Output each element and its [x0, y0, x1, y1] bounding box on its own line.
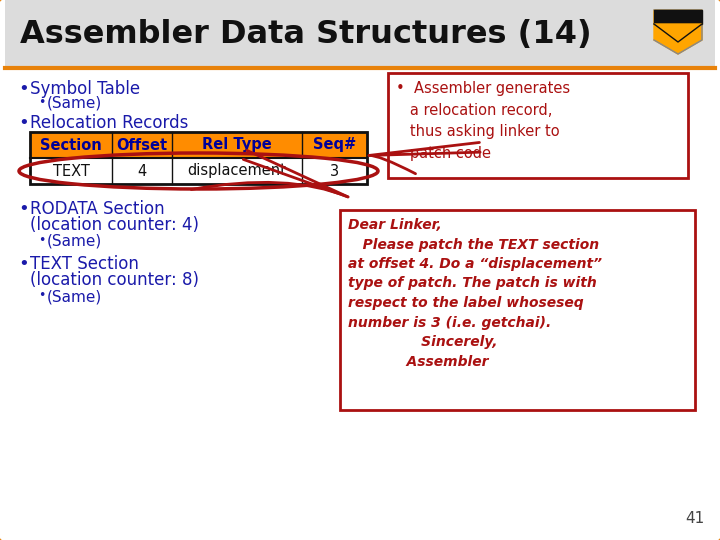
Polygon shape: [654, 10, 702, 54]
Text: •: •: [38, 96, 45, 109]
FancyBboxPatch shape: [340, 210, 695, 410]
Text: 3: 3: [330, 164, 339, 179]
Text: Assembler Data Structures (14): Assembler Data Structures (14): [20, 18, 592, 50]
Text: (Same): (Same): [47, 289, 102, 304]
Text: displacement: displacement: [188, 164, 287, 179]
Text: •  Assembler generates
   a relocation record,
   thus asking linker to
   patch: • Assembler generates a relocation recor…: [396, 81, 570, 161]
FancyBboxPatch shape: [5, 0, 715, 68]
Text: TEXT Section: TEXT Section: [30, 255, 139, 273]
Text: Dear Linker,
   Please patch the TEXT section
at offset 4. Do a “displacement”
t: Dear Linker, Please patch the TEXT secti…: [348, 218, 602, 368]
Bar: [30, 132, 367, 158]
Text: 4: 4: [138, 164, 147, 179]
Text: Seq#: Seq#: [313, 138, 356, 152]
Text: (Same): (Same): [47, 234, 102, 249]
Bar: [30, 132, 367, 184]
Text: (Same): (Same): [47, 96, 102, 111]
Text: Rel Type: Rel Type: [202, 138, 272, 152]
Bar: [30, 158, 367, 184]
Text: •: •: [18, 255, 29, 273]
Text: RODATA Section: RODATA Section: [30, 200, 165, 218]
Text: (location counter: 8): (location counter: 8): [30, 271, 199, 289]
Polygon shape: [654, 10, 702, 24]
Text: •: •: [18, 114, 29, 132]
Text: Offset: Offset: [117, 138, 168, 152]
Text: •: •: [38, 289, 45, 302]
Text: 41: 41: [685, 511, 705, 526]
Text: (location counter: 4): (location counter: 4): [30, 216, 199, 234]
Text: Relocation Records: Relocation Records: [30, 114, 189, 132]
Polygon shape: [654, 24, 702, 42]
Text: •: •: [38, 234, 45, 247]
Text: Section: Section: [40, 138, 102, 152]
FancyBboxPatch shape: [388, 73, 688, 178]
Text: •: •: [18, 200, 29, 218]
Text: •: •: [18, 80, 29, 98]
Text: TEXT: TEXT: [53, 164, 89, 179]
Text: Symbol Table: Symbol Table: [30, 80, 140, 98]
